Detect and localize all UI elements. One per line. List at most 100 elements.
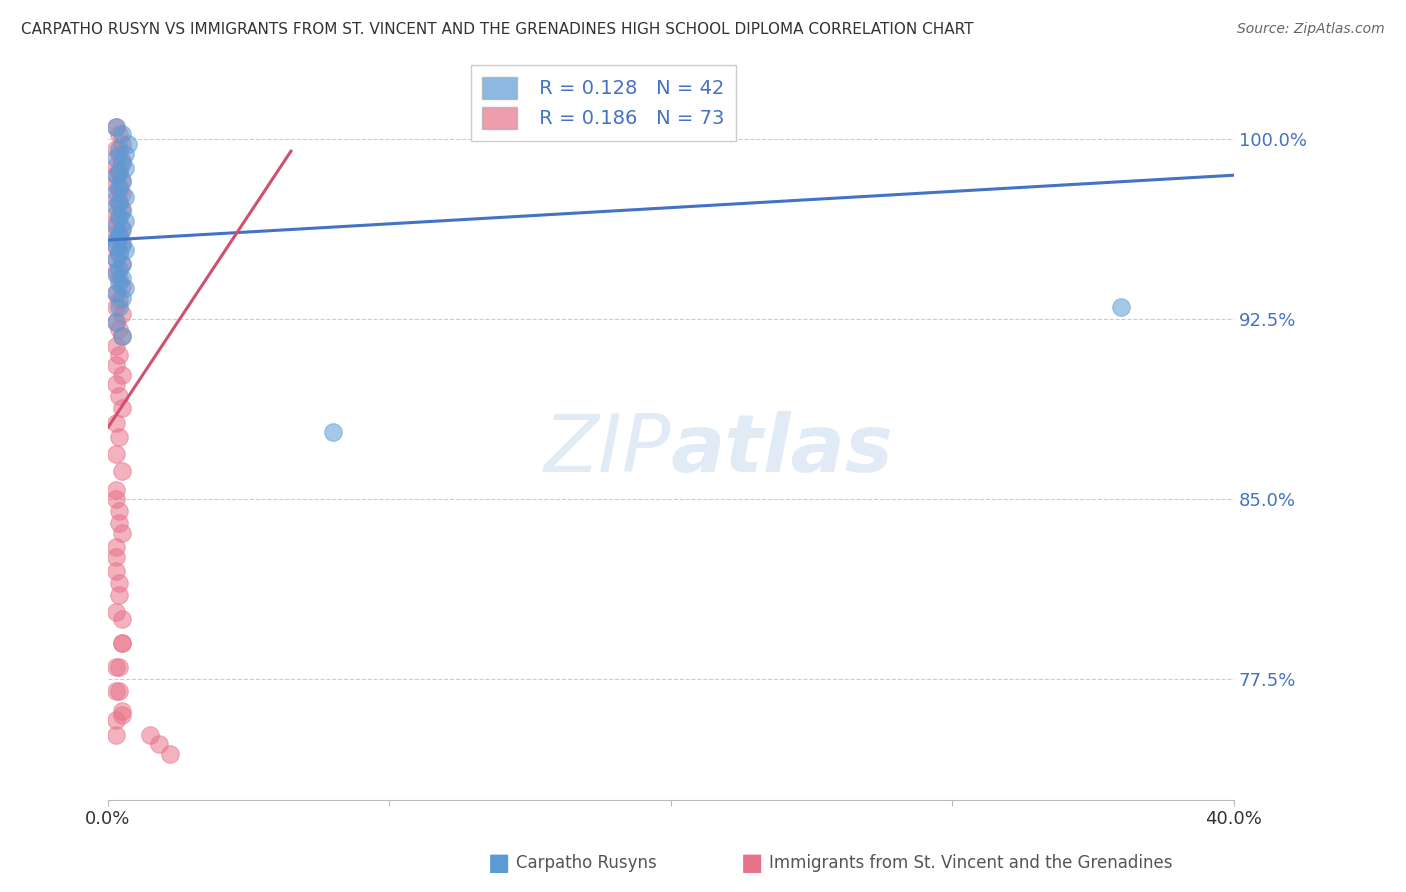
Point bbox=[108, 245, 131, 260]
Point bbox=[105, 120, 128, 135]
Point bbox=[114, 190, 136, 204]
Point bbox=[108, 504, 131, 518]
Point bbox=[111, 464, 134, 478]
Point bbox=[322, 425, 344, 439]
Point bbox=[105, 185, 128, 199]
Point bbox=[105, 216, 128, 230]
Point bbox=[111, 329, 134, 343]
Point bbox=[111, 257, 134, 271]
Text: CARPATHO RUSYN VS IMMIGRANTS FROM ST. VINCENT AND THE GRENADINES HIGH SCHOOL DIP: CARPATHO RUSYN VS IMMIGRANTS FROM ST. VI… bbox=[21, 22, 973, 37]
Point bbox=[111, 329, 134, 343]
Point bbox=[114, 243, 136, 257]
Point bbox=[108, 194, 131, 209]
Point bbox=[108, 271, 131, 285]
Point bbox=[105, 483, 128, 497]
Point bbox=[108, 166, 131, 180]
Point bbox=[111, 278, 134, 293]
Point bbox=[111, 175, 134, 189]
Point bbox=[105, 237, 128, 252]
Point bbox=[111, 612, 134, 626]
Point bbox=[108, 684, 131, 698]
Point bbox=[105, 120, 128, 135]
Point bbox=[105, 728, 128, 742]
Point bbox=[108, 293, 131, 307]
Point bbox=[105, 300, 128, 314]
Point bbox=[108, 180, 131, 194]
Point bbox=[114, 214, 136, 228]
Point bbox=[111, 401, 134, 416]
Point bbox=[105, 358, 128, 372]
Point bbox=[111, 708, 134, 723]
Point bbox=[105, 168, 128, 182]
Point bbox=[105, 339, 128, 353]
Point bbox=[108, 247, 131, 261]
Point bbox=[105, 541, 128, 555]
Point bbox=[105, 219, 128, 233]
Point bbox=[159, 747, 181, 761]
Point bbox=[108, 228, 131, 243]
Point bbox=[105, 315, 128, 329]
Point bbox=[105, 192, 128, 206]
Point bbox=[111, 136, 134, 151]
Point bbox=[108, 277, 131, 291]
Point bbox=[105, 178, 128, 192]
Text: Source: ZipAtlas.com: Source: ZipAtlas.com bbox=[1237, 22, 1385, 37]
Point bbox=[117, 136, 139, 151]
Point bbox=[111, 368, 134, 382]
Point bbox=[108, 660, 131, 674]
Point bbox=[105, 416, 128, 430]
Point bbox=[108, 211, 131, 226]
Point bbox=[105, 199, 128, 213]
Text: Carpatho Rusyns: Carpatho Rusyns bbox=[516, 855, 657, 872]
Point bbox=[111, 235, 134, 250]
Point bbox=[105, 264, 128, 278]
Point bbox=[105, 252, 128, 267]
Point bbox=[105, 315, 128, 329]
Point bbox=[111, 257, 134, 271]
Point bbox=[105, 285, 128, 300]
Point bbox=[108, 389, 131, 403]
Point bbox=[105, 240, 128, 254]
Point bbox=[108, 516, 131, 531]
Point bbox=[111, 153, 134, 168]
Point bbox=[111, 223, 134, 237]
Text: Immigrants from St. Vincent and the Grenadines: Immigrants from St. Vincent and the Gren… bbox=[769, 855, 1173, 872]
Text: ZIP: ZIP bbox=[544, 410, 671, 489]
Point bbox=[111, 636, 134, 650]
Text: atlas: atlas bbox=[671, 410, 894, 489]
Point bbox=[105, 660, 128, 674]
Point bbox=[108, 322, 131, 336]
Point bbox=[1109, 300, 1132, 314]
Point bbox=[114, 161, 136, 175]
Point bbox=[108, 430, 131, 444]
Point bbox=[108, 142, 131, 156]
Point bbox=[111, 173, 134, 187]
Point bbox=[105, 226, 128, 240]
Point bbox=[105, 168, 128, 182]
Point bbox=[111, 704, 134, 718]
Point bbox=[108, 589, 131, 603]
Point bbox=[111, 636, 134, 650]
Point bbox=[105, 152, 128, 166]
Point bbox=[105, 565, 128, 579]
Point bbox=[105, 252, 128, 267]
Point bbox=[111, 291, 134, 305]
Text: ■: ■ bbox=[488, 852, 510, 875]
Point bbox=[111, 156, 134, 170]
Point bbox=[105, 713, 128, 727]
Legend:  R = 0.128   N = 42,  R = 0.186   N = 73: R = 0.128 N = 42, R = 0.186 N = 73 bbox=[471, 65, 735, 141]
Point bbox=[105, 142, 128, 156]
Point bbox=[114, 146, 136, 161]
Point bbox=[108, 146, 131, 161]
Point bbox=[105, 549, 128, 564]
Point bbox=[108, 209, 131, 223]
Point bbox=[105, 159, 128, 173]
Point bbox=[108, 230, 131, 244]
Point bbox=[105, 377, 128, 392]
Point bbox=[111, 271, 134, 285]
Point bbox=[111, 202, 134, 216]
Text: ■: ■ bbox=[741, 852, 763, 875]
Point bbox=[108, 261, 131, 276]
Point bbox=[108, 576, 131, 591]
Point bbox=[108, 228, 131, 243]
